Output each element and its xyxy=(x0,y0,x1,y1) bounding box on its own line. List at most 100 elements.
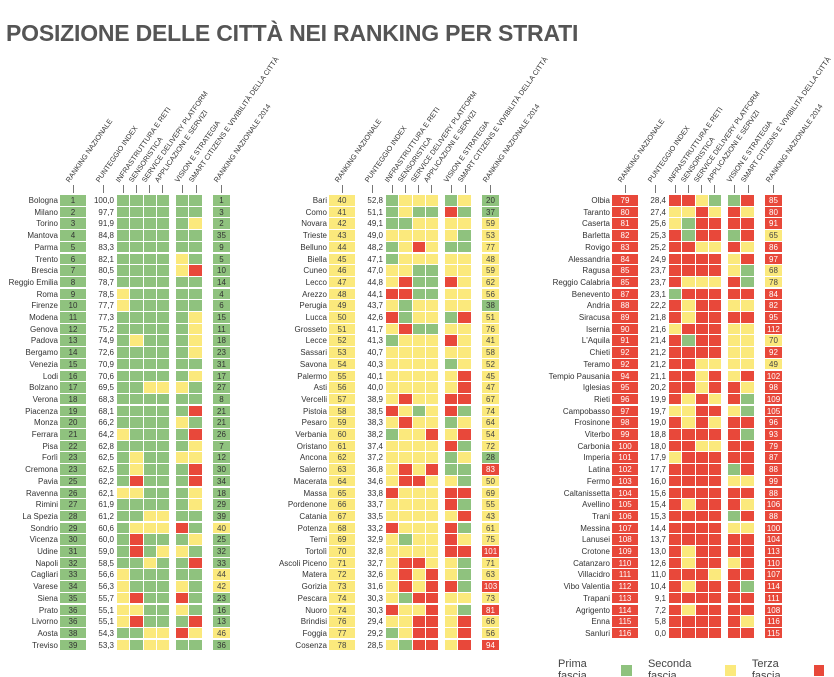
strato-cell xyxy=(425,358,439,370)
rank-cell: 113 xyxy=(612,592,638,604)
score-value: 29,2 xyxy=(367,628,383,638)
city-name: Oristano xyxy=(296,441,327,451)
city-name: Pescara xyxy=(297,593,327,603)
city-name: Sassari xyxy=(300,348,327,358)
strato-cell xyxy=(399,487,412,498)
score-value: 58,5 xyxy=(98,558,114,568)
city-name: Firenze xyxy=(31,301,58,311)
strato-cell xyxy=(156,499,170,510)
strato-cell xyxy=(425,253,439,264)
strato-cell xyxy=(669,534,682,545)
city-name: Caserta xyxy=(581,219,610,229)
strato-cell xyxy=(117,604,130,615)
strato-cell xyxy=(386,312,399,323)
strato-cell xyxy=(412,417,425,428)
city-name: Livorno xyxy=(31,617,58,627)
city-name: Cuneo xyxy=(303,266,327,276)
city-name: Udine xyxy=(37,547,58,556)
strato-cell xyxy=(156,475,170,487)
strato-cell xyxy=(669,429,682,440)
strato-cell xyxy=(445,370,458,381)
strato-cell xyxy=(399,335,412,346)
strato-cell xyxy=(708,499,722,510)
rank-2014-cell: 15 xyxy=(213,312,230,323)
strato-cell xyxy=(143,300,156,311)
rank-2014-cell: 18 xyxy=(213,487,230,498)
strato-cell xyxy=(143,417,156,428)
rank-2014-cell: 65 xyxy=(765,230,782,241)
city-name: Teramo xyxy=(583,359,610,369)
rank-2014-cell: 109 xyxy=(765,393,782,405)
strato-cell xyxy=(458,335,471,346)
city-name: Perugia xyxy=(299,301,327,311)
strato-cell xyxy=(386,581,399,592)
strato-cell xyxy=(399,358,412,370)
strato-cell xyxy=(425,300,439,311)
strato-cell xyxy=(708,417,722,428)
strato-cell xyxy=(669,592,682,604)
strato-cell xyxy=(117,300,130,311)
rank-cell: 85 xyxy=(612,265,638,276)
strato-cell xyxy=(386,393,399,405)
strato-cell xyxy=(695,382,708,393)
strato-cell xyxy=(412,300,425,311)
strato-cell xyxy=(425,206,439,218)
strato-cell xyxy=(143,253,156,264)
strato-cell xyxy=(176,347,189,358)
strato-cell xyxy=(728,300,741,311)
rank-cell: 92 xyxy=(612,358,638,370)
strato-cell xyxy=(399,300,412,311)
strato-cell xyxy=(445,452,458,463)
rank-2014-cell: 84 xyxy=(765,288,782,300)
strato-cell xyxy=(176,429,189,440)
strato-cell xyxy=(728,557,741,569)
strato-cell xyxy=(425,335,439,346)
strato-cell xyxy=(412,335,425,346)
city-name: Pesaro xyxy=(301,418,327,428)
strato-cell xyxy=(728,627,741,639)
score-value: 49,0 xyxy=(367,231,383,241)
strato-cell xyxy=(425,639,439,651)
strato-cell xyxy=(741,288,754,300)
rank-cell: 102 xyxy=(612,464,638,475)
header-tick xyxy=(405,185,406,193)
strato-cell xyxy=(425,288,439,300)
rank-2014-cell: 1 xyxy=(213,195,230,206)
score-value: 60,0 xyxy=(98,535,114,545)
score-value: 38,9 xyxy=(367,394,383,404)
strato-cell xyxy=(669,312,682,323)
city-name: Caltanissetta xyxy=(563,488,610,498)
strato-cell xyxy=(176,417,189,428)
header-tick xyxy=(162,185,163,193)
city-name: Reggio Calabria xyxy=(552,277,610,287)
strato-cell xyxy=(117,417,130,428)
strato-cell xyxy=(741,475,754,487)
city-name: Napoli xyxy=(35,558,58,568)
strato-cell xyxy=(156,393,170,405)
rank-cell: 56 xyxy=(329,382,355,393)
strato-cell xyxy=(728,347,741,358)
header-tick xyxy=(465,185,466,193)
city-name: Messina xyxy=(580,523,610,533)
strato-cell xyxy=(130,464,143,475)
strato-cell xyxy=(695,288,708,300)
strato-cell xyxy=(695,241,708,253)
city-name: Terni xyxy=(309,535,327,545)
rank-cell: 5 xyxy=(60,241,86,253)
strato-cell xyxy=(708,534,722,545)
city-name: Vercelli xyxy=(301,394,327,404)
strato-cell xyxy=(741,393,754,405)
strato-cell xyxy=(682,288,695,300)
legend: Prima fascia Seconda fascia Terza fascia xyxy=(558,658,834,677)
score-value: 77,3 xyxy=(98,313,114,322)
strato-cell xyxy=(386,241,399,253)
strato-cell xyxy=(741,487,754,498)
rank-2014-cell: 53 xyxy=(482,230,499,241)
strato-cell xyxy=(130,358,143,370)
strato-cell xyxy=(728,464,741,475)
strato-cell xyxy=(156,288,170,300)
strato-cell xyxy=(117,487,130,498)
city-name: Treviso xyxy=(32,640,58,650)
strato-cell xyxy=(176,499,189,510)
rank-2014-cell: 59 xyxy=(482,218,499,229)
